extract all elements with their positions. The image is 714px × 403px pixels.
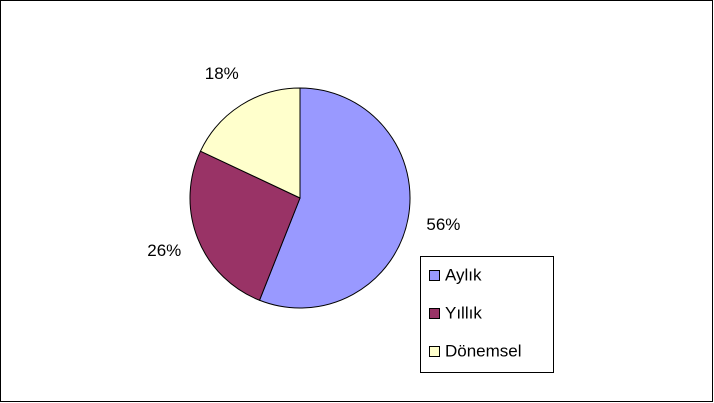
legend-label: Aylık <box>445 265 482 284</box>
legend-label: Dönemsel <box>445 341 522 360</box>
legend-label: Yıllık <box>445 303 482 322</box>
legend-swatch <box>429 308 440 319</box>
data-label: 26% <box>147 241 181 260</box>
legend-swatch <box>429 346 440 357</box>
pie-slice <box>258 87 411 309</box>
data-label: 56% <box>426 215 460 234</box>
legend-swatch <box>429 270 440 281</box>
legend-box <box>420 256 554 373</box>
pie-slice <box>199 87 301 199</box>
data-label: 18% <box>205 64 239 83</box>
pie-slice <box>189 150 301 301</box>
